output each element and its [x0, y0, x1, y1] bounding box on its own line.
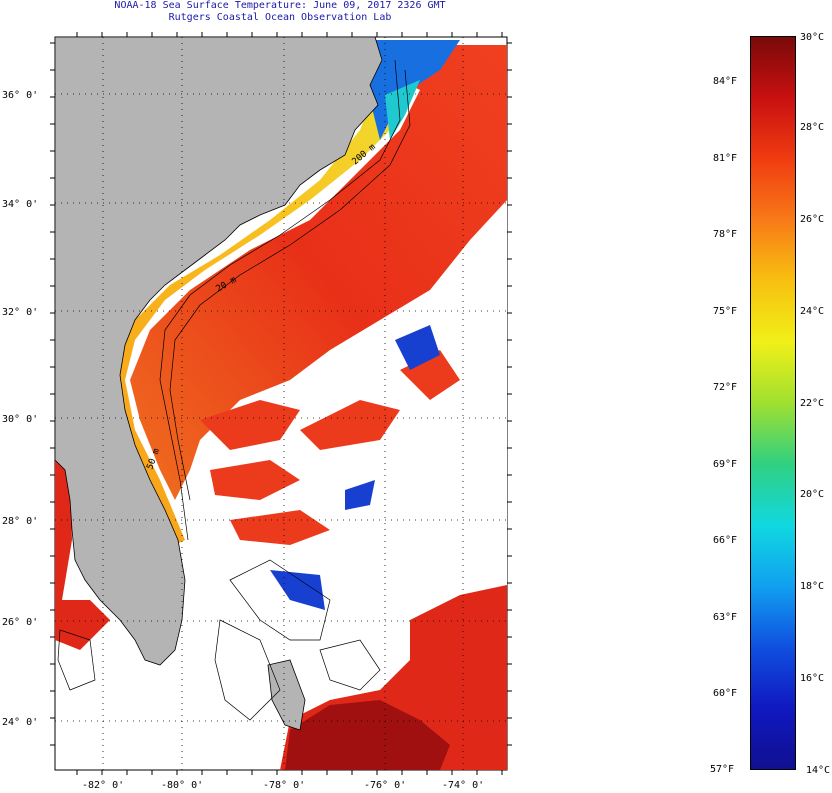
lon-label: -74° 0' — [442, 780, 484, 791]
temperature-colorbar — [750, 36, 796, 770]
depth-contours — [57, 59, 411, 721]
lat-labels: 36° 0' 34° 0' 32° 0' 30° 0' 28° 0' 26° 0… — [2, 90, 38, 728]
colorbar-c-label: 28°C — [800, 122, 825, 133]
lon-label: -82° 0' — [82, 780, 124, 791]
warm-water-mass — [130, 45, 507, 500]
sst-map: 50 m 20 m 200 m 36° 0' 34° 0' 32° 0' 30°… — [2, 32, 512, 791]
lon-label: -80° 0' — [161, 780, 203, 791]
colorbar-f-label: 75°F — [713, 306, 738, 317]
colorbar-c-label: 14°C — [806, 765, 831, 776]
colorbar-c-label: 30°C — [800, 32, 825, 43]
lat-label: 36° 0' — [2, 90, 38, 101]
colorbar-f-label: 78°F — [713, 229, 738, 240]
colorbar-f-label: 69°F — [713, 459, 738, 470]
lon-label: -76° 0' — [364, 780, 406, 791]
map-title: NOAA-18 Sea Surface Temperature: June 09… — [114, 0, 446, 11]
colorbar-f-label: 84°F — [713, 76, 738, 87]
cold-patches — [270, 325, 440, 610]
gulf-west-water — [55, 460, 110, 650]
colorbar-c-label: 20°C — [800, 489, 825, 500]
lon-labels: -82° 0' -80° 0' -78° 0' -76° 0' -74° 0' — [82, 780, 484, 791]
cool-water-north — [385, 80, 420, 140]
map-subtitle: Rutgers Coastal Ocean Observation Lab — [168, 12, 392, 23]
lat-label: 26° 0' — [2, 617, 38, 628]
colorbar-c-label: 22°C — [800, 398, 825, 409]
hot-water-bahamas — [285, 700, 450, 770]
graticule — [55, 37, 507, 770]
colorbar-f-label: 72°F — [713, 382, 738, 393]
lat-label: 30° 0' — [2, 414, 38, 425]
colorbar-f-label: 66°F — [713, 535, 738, 546]
colorbar-f-label: 60°F — [713, 688, 738, 699]
lat-label: 34° 0' — [2, 199, 38, 210]
lat-label: 32° 0' — [2, 307, 38, 318]
lat-label: 24° 0' — [2, 717, 38, 728]
colorbar-c-label: 26°C — [800, 214, 825, 225]
frame-ticks — [50, 32, 512, 775]
colorbar-f-label: 63°F — [713, 612, 738, 623]
land-mass — [54, 36, 383, 666]
colorbar-c-label: 16°C — [800, 673, 825, 684]
colorbar-c-label: 18°C — [800, 581, 825, 592]
colorbar-f-label: 57°F — [710, 764, 735, 775]
cuba-land — [267, 659, 306, 731]
lat-label: 28° 0' — [2, 516, 38, 527]
colorbar-f-label: 81°F — [713, 153, 738, 164]
colorbar-c-label: 24°C — [800, 306, 825, 317]
lon-label: -78° 0' — [263, 780, 305, 791]
